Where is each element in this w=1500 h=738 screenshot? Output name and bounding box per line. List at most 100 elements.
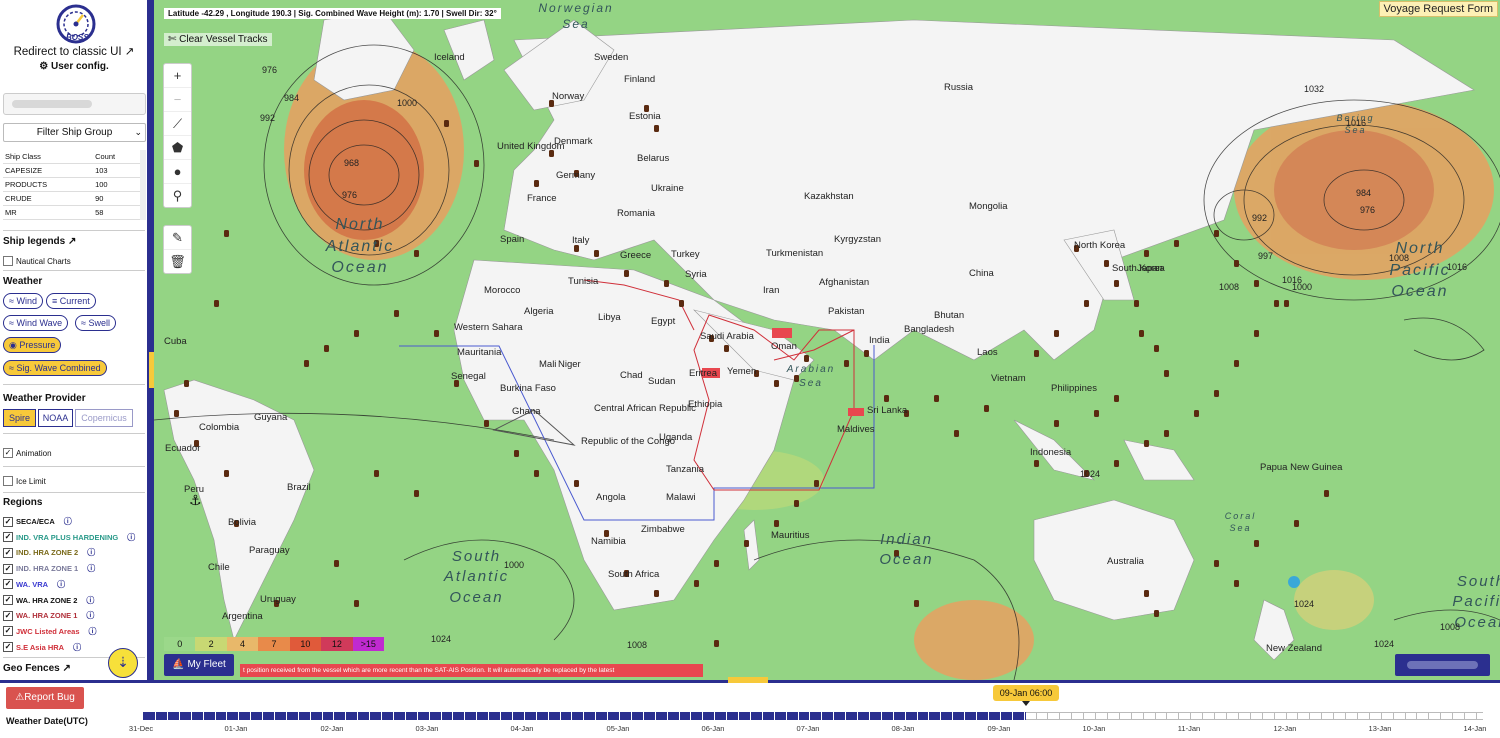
vessel-marker[interactable] [1154,345,1159,352]
location-pin[interactable] [1288,576,1301,606]
vessel-marker[interactable] [1234,580,1239,587]
vessel-marker[interactable] [904,410,909,417]
vessel-marker[interactable] [1054,420,1059,427]
vessel-marker[interactable] [1254,540,1259,547]
region-checkbox[interactable]: ✓ IND. HRA ZONE 1 ⓘ [3,563,95,574]
checkbox-checked[interactable]: ✓ [3,532,13,543]
vessel-marker[interactable] [234,520,239,527]
info-icon[interactable]: ⓘ [87,564,96,574]
vessel-marker[interactable] [1084,470,1089,477]
vessel-marker[interactable] [714,640,719,647]
timeline-progress[interactable] [143,712,1026,720]
report-bug-button[interactable]: ⚠Report Bug [6,687,84,709]
vessel-marker[interactable] [774,520,779,527]
vessel-marker[interactable] [334,560,339,567]
draw-circle-icon[interactable]: ● [164,160,191,184]
checkbox-checked[interactable]: ✓ [3,642,13,653]
info-icon[interactable]: ⓘ [86,611,95,621]
vessel-marker[interactable] [894,550,899,557]
timeline-date-label[interactable]: 06-Jan [701,724,725,733]
timeline-date-label[interactable]: 13-Jan [1368,724,1392,733]
vessel-marker[interactable] [484,420,489,427]
checkbox-box[interactable] [3,256,13,266]
vessel-marker[interactable] [444,120,449,127]
checkbox-checked[interactable]: ✓ [3,547,13,558]
vessel-marker[interactable] [694,580,699,587]
timeline-date-label[interactable]: 10-Jan [1082,724,1106,733]
vessel-marker[interactable] [324,345,329,352]
geo-fences-link[interactable]: Geo Fences ↗ [3,663,71,674]
zoom-out-button[interactable]: − [164,88,191,112]
vessel-marker[interactable] [1274,300,1279,307]
region-checkbox[interactable]: ✓ WA. HRA ZONE 1 ⓘ [3,610,94,621]
timeline-date-label[interactable]: 05-Jan [606,724,630,733]
checkbox-checked[interactable]: ✓ [3,610,13,621]
info-icon[interactable]: ⓘ [87,548,96,558]
animation-checkbox[interactable]: ✓ Animation [3,448,52,458]
info-icon[interactable]: ⓘ [73,642,82,652]
timeline-date-label[interactable]: 31-Dec [128,724,154,733]
vessel-marker[interactable] [194,440,199,447]
table-row[interactable]: PRODUCTS 100 [3,177,140,192]
vessel-marker[interactable] [1234,360,1239,367]
vessel-marker[interactable] [434,330,439,337]
provider-noaa-button[interactable]: NOAA [38,409,73,427]
draw-polygon-icon[interactable]: ⬟ [164,136,191,160]
table-scrollbar[interactable] [140,150,146,220]
vessel-marker[interactable] [714,560,719,567]
vessel-marker[interactable] [664,280,669,287]
ship-legends-link[interactable]: Ship legends ↗ [3,236,76,247]
vessel-marker[interactable] [804,355,809,362]
provider-copernicus-button[interactable]: Copernicus [75,409,133,427]
vessel-marker[interactable] [1324,490,1329,497]
timeline-remaining[interactable] [1026,712,1483,720]
wind-toggle[interactable]: ≈ Wind [3,293,43,309]
timeline-date-label[interactable]: 03-Jan [415,724,439,733]
table-header[interactable]: Count [93,150,140,164]
vessel-marker[interactable] [1164,370,1169,377]
vessel-marker[interactable] [624,270,629,277]
info-icon[interactable]: ⓘ [88,626,97,636]
vessel-marker[interactable] [534,180,539,187]
region-checkbox[interactable]: ✓ IND. VRA PLUS HARDENING ⓘ [3,532,135,543]
vessel-marker[interactable] [549,150,554,157]
vessel-marker[interactable] [1114,460,1119,467]
vessel-marker[interactable] [724,345,729,352]
checkbox-checked[interactable]: ✓ [3,579,13,590]
vessel-marker[interactable] [374,240,379,247]
info-icon[interactable]: ⓘ [57,579,66,589]
vessel-marker[interactable] [354,330,359,337]
vessel-marker[interactable] [624,570,629,577]
vessel-marker[interactable] [1054,330,1059,337]
vessel-marker[interactable] [534,470,539,477]
vessel-marker[interactable] [794,375,799,382]
vessel-marker[interactable] [1114,280,1119,287]
vessel-marker[interactable] [549,100,554,107]
vessel-marker[interactable] [1174,240,1179,247]
region-checkbox[interactable]: ✓ IND. HRA ZONE 2 ⓘ [3,547,95,558]
vessel-marker[interactable] [1144,590,1149,597]
timeline-date-label[interactable]: 12-Jan [1273,724,1297,733]
vessel-marker[interactable] [864,350,869,357]
vessel-marker[interactable] [794,500,799,507]
vessel-marker[interactable] [1094,410,1099,417]
vessel-marker[interactable] [1104,260,1109,267]
vessel-marker[interactable] [644,105,649,112]
checkbox-checked[interactable]: ✓ [3,595,13,605]
pressure-toggle[interactable]: ◉ Pressure [3,337,62,353]
vessel-marker[interactable] [574,170,579,177]
region-checkbox[interactable]: ✓ S.E Asia HRA ⓘ [3,642,81,653]
delete-layers-icon[interactable]: 🗑 [169,254,186,269]
region-checkbox[interactable]: ✓ WA. VRA ⓘ [3,579,65,590]
checkbox-checked[interactable]: ✓ [3,516,13,527]
vessel-marker[interactable] [844,360,849,367]
vessel-marker[interactable] [1139,330,1144,337]
vessel-marker[interactable] [884,395,889,402]
vessel-marker[interactable] [574,480,579,487]
vessel-marker[interactable] [1294,520,1299,527]
provider-spire-button[interactable]: Spire [3,409,36,427]
vessel-marker[interactable] [744,540,749,547]
vessel-marker[interactable] [414,250,419,257]
vessel-marker[interactable] [1254,330,1259,337]
vessel-marker[interactable] [1144,250,1149,257]
